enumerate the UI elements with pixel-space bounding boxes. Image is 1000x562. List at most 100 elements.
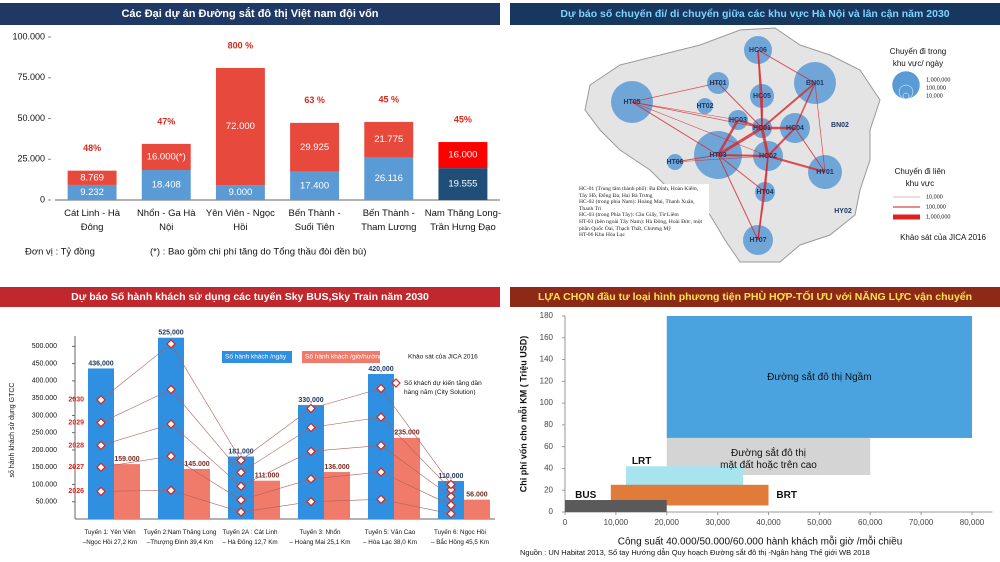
- x-tick-label: Bến Thành - Tham Lương: [361, 208, 416, 233]
- diamond-marker: [376, 383, 386, 394]
- y-tick-label: 200.000: [32, 447, 57, 454]
- diamond-marker: [236, 495, 246, 505]
- x-tick-label: Tuyến 2A : Cát Linh – Hà Đông 12,7 Km: [222, 527, 278, 546]
- range-box: [626, 466, 744, 489]
- x-tick-label: 60,000: [858, 518, 883, 527]
- bar-segment: [67, 184, 117, 200]
- bar: [464, 499, 490, 519]
- flow-line: [631, 82, 719, 103]
- diamond-marker: [376, 494, 386, 505]
- diamond-marker: [306, 474, 316, 484]
- chart-title: LỰA CHỌN đầu tư loại hình phương tiện PH…: [538, 289, 972, 303]
- x-tick-label-line: – Hà Đông 12,7 Km: [222, 539, 277, 546]
- diamond-marker: [96, 440, 106, 451]
- source: Khảo sát của JICA 2016: [900, 233, 986, 242]
- source: Nguồn : UN Habitat 2013, Sổ tay Hướng dẫ…: [520, 548, 870, 557]
- diamond-marker: [236, 455, 246, 466]
- flow-line: [717, 154, 766, 193]
- x-tick-label-line: Bến Thành -: [363, 208, 415, 219]
- flow-line: [814, 82, 826, 173]
- x-tick-label: Tuyến 3: Nhổn – Hoàng Mai 25,1 Km: [290, 527, 351, 546]
- y-tick-label: 350.000: [32, 395, 57, 402]
- diamond-marker: [306, 446, 316, 457]
- box-label: LRT: [632, 455, 651, 466]
- y-tick-label: 40: [544, 464, 553, 473]
- unit-note: Đơn vị : Tỷ đồng: [25, 247, 95, 258]
- flow-line: [717, 154, 769, 157]
- flow-line: [717, 82, 763, 129]
- flow-line: [757, 49, 816, 84]
- value-label: 330,000: [298, 397, 323, 404]
- x-tick-label-line: Hồi: [233, 222, 247, 233]
- value-label: 9.000: [229, 187, 253, 198]
- legend-label: 100,000: [926, 204, 946, 210]
- value-label: 235.000: [394, 430, 419, 437]
- y-tick-label: 160: [540, 333, 554, 342]
- y-tick-label: 400.000: [32, 378, 57, 385]
- bar-segment: [364, 121, 414, 158]
- zone-label: HC04: [786, 125, 804, 132]
- y-tick-label: 100.000: [32, 481, 57, 488]
- y-tick-label: 50.000: [17, 113, 45, 123]
- footnote: (*) : Bao gồm chi phí tăng do Tổng thầu …: [150, 247, 366, 258]
- zone-label: HT04: [756, 189, 773, 196]
- x-tick-label-line: Tuyến 5: Văn Cao: [365, 527, 416, 536]
- header-bar: [0, 3, 500, 25]
- flow-line: [767, 155, 826, 173]
- notes-box: HC-01 (Trung tâm thành phố): Ba Đình, Ho…: [577, 184, 709, 241]
- value-label: 19.555: [448, 179, 477, 190]
- flow-line: [737, 119, 763, 129]
- x-tick-label-line: Tuyến 3: Nhổn: [299, 527, 341, 536]
- x-tick-label: 70,000: [909, 518, 934, 527]
- bar-segment: [290, 122, 340, 172]
- zone-label: BN01: [806, 80, 824, 87]
- annotation: 45%: [454, 114, 472, 124]
- zone-label: HT05: [623, 99, 640, 106]
- legend-marker: [391, 378, 401, 388]
- legend-label-line: Số khách dự kiến tăng dần: [404, 378, 482, 387]
- year-label: 2028: [68, 442, 84, 449]
- legend-swatch: [302, 351, 380, 363]
- diamond-marker: [446, 500, 456, 511]
- diamond-marker: [446, 491, 456, 502]
- legend-label: Số khách dự kiến tăng dần hàng năm (City …: [404, 378, 482, 396]
- x-tick-label: 20,000: [655, 518, 680, 527]
- legend-title-line: khu vực: [906, 179, 934, 188]
- annotation: 63 %: [304, 95, 325, 105]
- note: HC-01 (Trung tâm thành phố): Ba Đình, Ho…: [579, 186, 699, 199]
- value-label: 110,000: [439, 473, 464, 480]
- value-label: 18.408: [152, 180, 181, 191]
- y-tick-label: 450.000: [32, 360, 57, 367]
- flow-line: [631, 101, 739, 121]
- value-label: 29.925: [300, 142, 329, 153]
- x-tick-label: Bến Thành - Suối Tiên: [289, 208, 341, 233]
- y-tick-label: 150.000: [32, 464, 57, 471]
- zone-label: HC05: [753, 93, 771, 100]
- annotation: 45 %: [378, 94, 399, 104]
- x-tick-label: 10,000: [604, 518, 629, 527]
- note: HC-02 (trong phía Nam): Hoàng Mai, Thanh…: [579, 199, 695, 212]
- diamond-marker: [446, 508, 456, 519]
- flow-line: [794, 127, 826, 173]
- flow-line: [717, 154, 759, 241]
- legend-title-line: Chuyến đi liên: [895, 167, 946, 176]
- diamond-marker: [306, 422, 316, 433]
- bar-segment: [438, 142, 488, 169]
- zone-label: HC01: [753, 125, 771, 132]
- bar-segment: [290, 171, 340, 200]
- y-tick-label: 300.000: [32, 412, 57, 419]
- bar: [254, 480, 280, 519]
- diamond-marker: [166, 485, 176, 496]
- diamond-marker: [306, 403, 316, 414]
- year-label: 2027: [68, 464, 84, 471]
- bar: [114, 464, 140, 519]
- value-label: 145.000: [184, 461, 209, 468]
- zone-label: HC03: [729, 117, 747, 124]
- flow-line: [631, 101, 719, 156]
- value-label: 16.000: [448, 150, 477, 161]
- x-tick-label: 0: [563, 518, 568, 527]
- range-box: [666, 316, 972, 438]
- diamond-marker: [236, 507, 246, 517]
- x-tick-label-line: Suối Tiên: [295, 222, 335, 233]
- bar: [184, 468, 210, 519]
